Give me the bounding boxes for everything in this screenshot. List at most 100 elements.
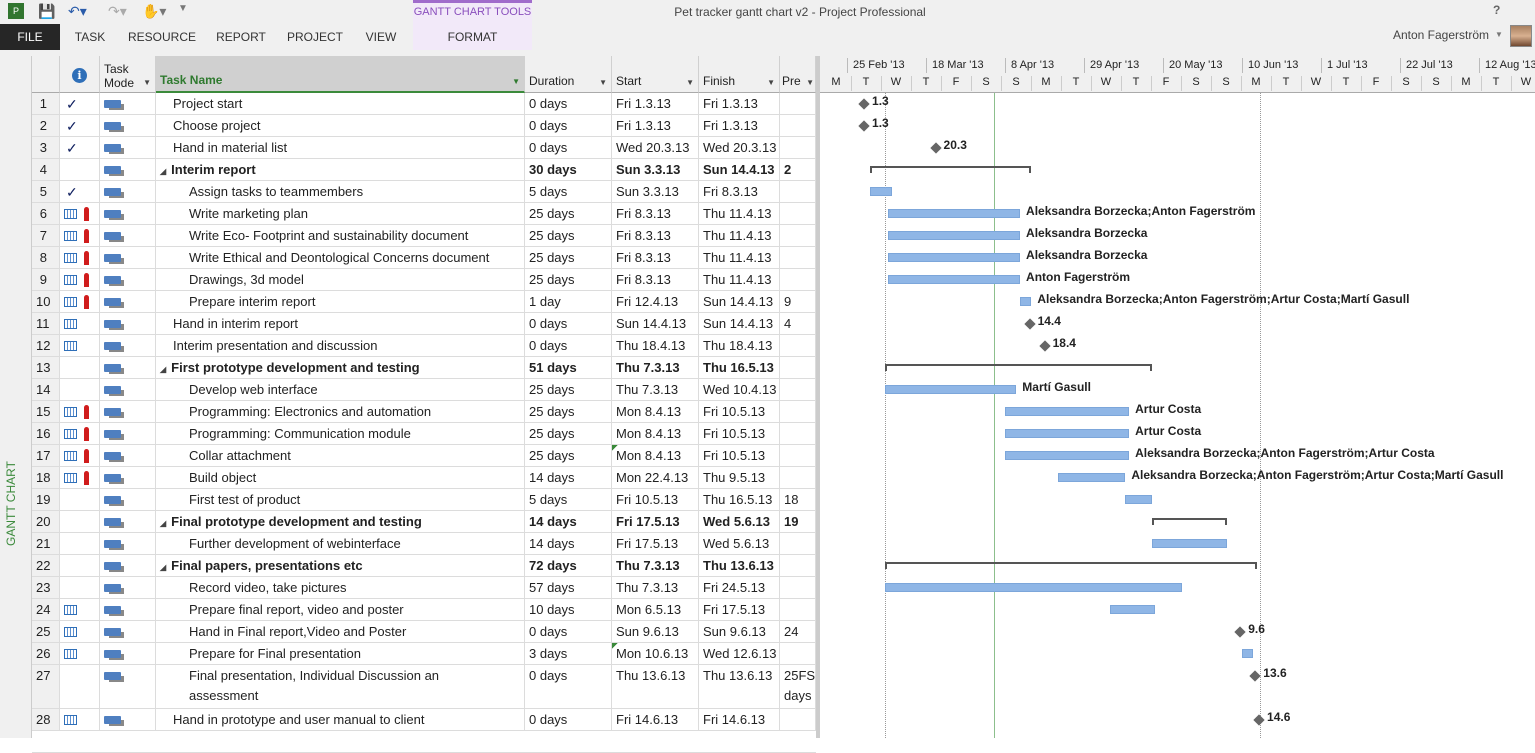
finish-cell[interactable]: Thu 13.6.13 [699,555,780,576]
task-name-cell[interactable]: ◢ Final prototype development and testing [156,511,525,532]
table-row[interactable]: 3 ✓ Hand in material list 0 days Wed 20.3.13… [32,137,816,159]
task-name-cell[interactable]: Hand in Final report,Video and Poster [156,621,525,642]
customize-toolbar-icon[interactable]: ▼ [178,3,188,14]
task-name-header[interactable]: Task Name ▼ [156,56,525,93]
undo-icon[interactable]: ↶▾ [68,3,87,19]
task-mode-cell[interactable] [100,115,156,136]
task-mode-cell[interactable] [100,445,156,466]
start-cell[interactable]: Fri 14.6.13 [612,709,699,730]
task-name-cell[interactable]: Hand in interim report [156,313,525,334]
duration-cell[interactable]: 14 days [525,533,612,554]
predecessors-cell[interactable] [780,643,816,664]
duration-cell[interactable]: 5 days [525,489,612,510]
predecessors-cell[interactable] [780,401,816,422]
filter-dropdown-icon[interactable]: ▼ [143,78,151,87]
duration-cell[interactable]: 1 day [525,291,612,312]
filter-dropdown-icon[interactable]: ▼ [599,78,607,87]
duration-cell[interactable]: 25 days [525,379,612,400]
collapse-icon[interactable]: ◢ [160,563,167,572]
indicators-cell[interactable] [60,709,100,730]
finish-cell[interactable]: Sun 14.4.13 [699,159,780,180]
indicators-cell[interactable] [60,269,100,290]
task-bar[interactable] [1005,407,1130,416]
task-name-cell[interactable]: Develop web interface [156,379,525,400]
task-bar[interactable] [1005,429,1130,438]
milestone-marker[interactable] [929,142,942,154]
task-name-cell[interactable]: Build object [156,467,525,488]
pane-splitter[interactable] [816,56,820,738]
task-mode-cell[interactable] [100,533,156,554]
duration-cell[interactable]: 30 days [525,159,612,180]
task-name-cell[interactable]: Programming: Communication module [156,423,525,444]
table-row[interactable]: 26 Prepare for Final presentation 3 days Mo… [32,643,816,665]
task-bar[interactable] [1125,495,1152,504]
start-cell[interactable]: Fri 10.5.13 [612,489,699,510]
indicators-cell[interactable] [60,467,100,488]
table-row[interactable]: 22 ◢ Final papers, presentations etc 72 day… [32,555,816,577]
task-name-cell[interactable]: First test of product [156,489,525,510]
start-cell[interactable]: Thu 7.3.13 [612,577,699,598]
indicators-header[interactable]: i [60,56,100,93]
task-name-cell[interactable]: Interim presentation and discussion [156,335,525,356]
start-cell[interactable]: Thu 13.6.13 [612,665,699,708]
task-mode-cell[interactable] [100,665,156,708]
task-mode-cell[interactable] [100,489,156,510]
start-cell[interactable]: Thu 18.4.13 [612,335,699,356]
task-bar[interactable] [1005,451,1130,460]
task-name-cell[interactable]: Hand in material list [156,137,525,158]
start-cell[interactable]: Fri 8.3.13 [612,269,699,290]
duration-cell[interactable]: 14 days [525,511,612,532]
milestone-marker[interactable] [1038,340,1051,352]
predecessors-cell[interactable] [780,203,816,224]
predecessors-cell[interactable] [780,709,816,730]
task-bar[interactable] [888,253,1021,262]
table-row[interactable]: 10 Prepare interim report 1 day Fri 12.4.13… [32,291,816,313]
tab-project[interactable]: PROJECT [286,30,343,44]
table-row[interactable]: 27 Final presentation, Individual Discuss… [32,665,816,709]
task-mode-cell[interactable] [100,159,156,180]
table-row[interactable]: 16 Programming: Communication module 25 da… [32,423,816,445]
predecessors-cell[interactable] [780,577,816,598]
task-name-cell[interactable]: Hand in prototype and user manual to cli… [156,709,525,730]
indicators-cell[interactable] [60,159,100,180]
indicators-cell[interactable]: ✓ [60,181,100,202]
duration-cell[interactable]: 14 days [525,467,612,488]
task-bar[interactable] [888,275,1021,284]
predecessors-cell[interactable] [780,445,816,466]
start-cell[interactable]: Mon 22.4.13 [612,467,699,488]
indicators-cell[interactable] [60,291,100,312]
task-name-cell[interactable]: Prepare for Final presentation [156,643,525,664]
table-row[interactable]: 28 Hand in prototype and user manual to c… [32,709,816,731]
table-row[interactable]: 11 Hand in interim report 0 days Sun 14.4.1… [32,313,816,335]
predecessors-cell[interactable] [780,533,816,554]
finish-header[interactable]: Finish ▼ [699,56,780,93]
indicators-cell[interactable] [60,357,100,378]
predecessors-cell[interactable]: 18 [780,489,816,510]
predecessors-cell[interactable] [780,379,816,400]
task-name-cell[interactable]: ◢ First prototype development and testing [156,357,525,378]
task-mode-cell[interactable] [100,291,156,312]
tab-file[interactable]: FILE [0,24,60,50]
table-row[interactable]: 12 Interim presentation and discussion 0 d… [32,335,816,357]
predecessors-cell[interactable] [780,467,816,488]
predecessors-cell[interactable]: 19 [780,511,816,532]
predecessors-cell[interactable]: 24 [780,621,816,642]
task-mode-cell[interactable] [100,423,156,444]
predecessors-cell[interactable]: 4 [780,313,816,334]
table-row[interactable] [32,731,816,753]
predecessors-cell[interactable]: 2 [780,159,816,180]
task-mode-cell[interactable] [100,357,156,378]
task-mode-cell[interactable] [100,467,156,488]
milestone-marker[interactable] [858,98,870,110]
indicators-cell[interactable] [60,401,100,422]
task-name-cell[interactable]: Write Ethical and Deontological Concerns… [156,247,525,268]
task-mode-cell[interactable] [100,599,156,620]
duration-cell[interactable]: 0 days [525,115,612,136]
task-bar[interactable] [1242,649,1254,658]
predecessors-cell[interactable] [780,181,816,202]
finish-cell[interactable]: Thu 16.5.13 [699,357,780,378]
task-mode-cell[interactable] [100,181,156,202]
task-mode-cell[interactable] [100,269,156,290]
user-name[interactable]: Anton Fagerström [1392,28,1489,42]
duration-cell[interactable]: 25 days [525,423,612,444]
